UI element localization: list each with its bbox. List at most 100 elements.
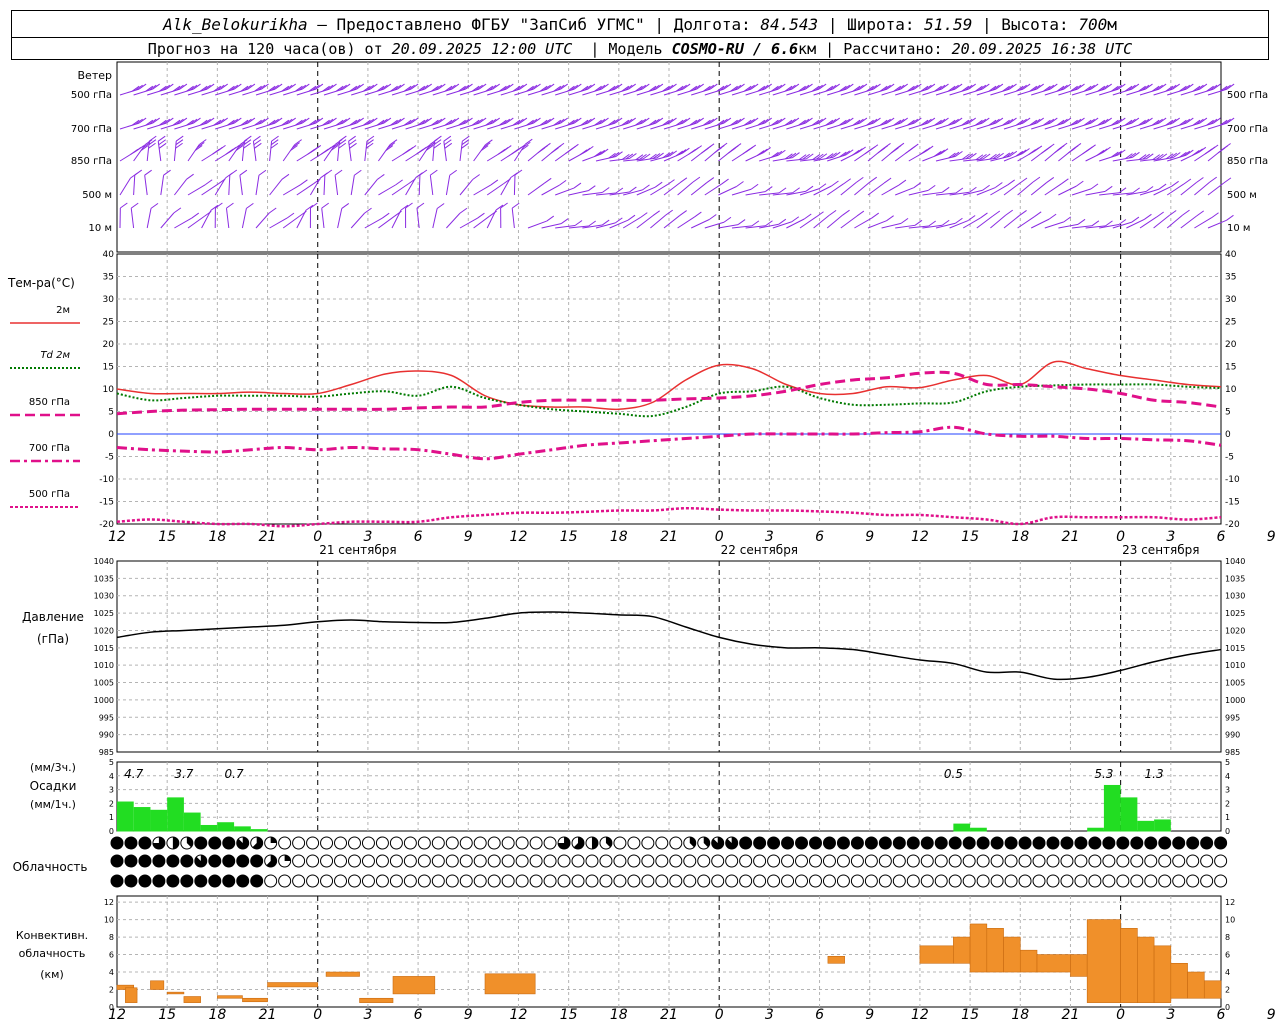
wind-barb-flag: [162, 84, 171, 91]
cloud-circle: [1130, 854, 1144, 868]
hour-tick-top: 9: [1267, 529, 1276, 545]
pressure-ytick-right: 1035: [1225, 574, 1245, 583]
wind-barb-flag: [365, 142, 374, 149]
wind-barb: [677, 216, 695, 229]
wind-barb-flag: [356, 83, 364, 90]
wind-barb-flag: [784, 85, 793, 92]
wind-barb-flag: [1117, 149, 1126, 156]
wind-barb-flag: [315, 83, 324, 90]
wind-barb-flag: [788, 118, 796, 125]
wind-barb-flag: [951, 118, 959, 125]
cloud-symbol: [1172, 836, 1186, 850]
cloud-circle: [306, 874, 320, 888]
wind-barb-flag: [254, 85, 262, 92]
cloud-symbol: [1046, 836, 1060, 850]
wind-barb-flag: [689, 119, 698, 126]
wind-barb-flag: [706, 177, 715, 183]
conv-ytick-right: 6: [1225, 951, 1230, 960]
cloud-circle: [878, 874, 892, 888]
wind-barb-flag: [172, 119, 181, 126]
wind-barb-flag: [220, 117, 228, 124]
cloud-circle: [1088, 854, 1102, 868]
wind-barb-flag: [1124, 119, 1133, 126]
wind-barb: [418, 174, 421, 196]
wind-barb-flag: [166, 83, 174, 90]
alt-label: Высота:: [1001, 15, 1069, 34]
hour-tick-top: 6: [1217, 529, 1226, 545]
wind-barb-flag: [284, 84, 293, 91]
wind-barb-flag: [131, 119, 140, 126]
cloud-symbol: [990, 874, 1004, 888]
wind-barb: [282, 215, 300, 229]
wind-barb-flag: [290, 145, 298, 151]
cloud-circle: [1116, 874, 1130, 888]
wind-barb-flag: [176, 118, 184, 125]
cloud-circle: [487, 854, 501, 868]
cloud-symbol: [613, 836, 627, 850]
wind-barb: [582, 191, 603, 196]
cloud-symbol: [236, 854, 250, 868]
wind-barb-flag: [982, 83, 990, 90]
wind-barbs: [119, 83, 1235, 229]
wind-barb-flag: [261, 83, 269, 90]
wind-barb-flag: [434, 135, 442, 142]
wind-barb-flag: [424, 117, 432, 124]
conv-segment: [953, 936, 971, 964]
cloud-circle: [292, 874, 306, 888]
wind-barb-flag: [913, 182, 922, 189]
cloud-symbol: [1004, 874, 1018, 888]
cloud-symbol: [1060, 854, 1074, 868]
wind-barb-flag: [1158, 183, 1167, 190]
wind-barb: [840, 215, 858, 229]
cloud-symbol: [222, 874, 236, 888]
wind-barb-flag: [1131, 216, 1140, 223]
wind-barb-flag: [1104, 117, 1112, 124]
wind-barb-flag: [383, 117, 392, 124]
temp-ytick-right: 35: [1225, 273, 1236, 283]
wind-barb: [949, 220, 969, 229]
cloud-symbol: [711, 854, 725, 868]
cloud-fill: [591, 837, 598, 849]
cloud-symbol: [627, 874, 641, 888]
wind-barb-flag: [737, 219, 746, 225]
wind-barb: [350, 212, 365, 229]
hour-tick-bottom: 6: [1217, 1007, 1226, 1023]
hour-tick-bottom: 0: [313, 1007, 322, 1023]
wind-barb-flag: [954, 83, 963, 90]
conv-ytick-left: 2: [109, 986, 114, 995]
wind-barb-flag: [1018, 149, 1027, 156]
wind-barb-flag: [179, 117, 188, 124]
conv-ytick-right: 12: [1225, 898, 1235, 907]
cloud-symbol: [571, 836, 585, 850]
wind-barb-flag: [1158, 83, 1167, 90]
wind-barb: [1099, 192, 1120, 196]
cloud-circle: [1186, 854, 1200, 868]
wind-barb-flag: [1041, 147, 1049, 154]
wind-barb-flag: [560, 83, 568, 90]
wind-barb-flag: [812, 154, 821, 160]
temp-ytick-right: 20: [1225, 340, 1237, 350]
wind-barb: [1044, 183, 1062, 196]
cloud-symbol: [1004, 836, 1018, 850]
wind-barb-flag: [175, 142, 183, 149]
wind-level-left: 10 м: [89, 223, 112, 234]
cloud-symbol: [781, 874, 795, 888]
precip-ytick-left: 5: [109, 758, 114, 767]
cloud-symbol: [697, 836, 711, 850]
wind-barb-flag: [1114, 150, 1123, 157]
cloud-symbol: [711, 836, 725, 850]
wind-barb-flag: [417, 85, 426, 92]
wind-barb-flag: [886, 83, 895, 90]
hour-tick-top: 18: [1011, 529, 1029, 545]
cloud-symbol: [431, 854, 445, 868]
cloud-symbol: [1018, 854, 1032, 868]
temp-ytick-right: 30: [1225, 295, 1237, 305]
wind-barb-flag: [798, 119, 806, 126]
wind-barb-flag: [305, 204, 314, 211]
wind-barb-flag: [710, 117, 718, 124]
wind-barb-flag: [852, 85, 861, 92]
wind-barb: [840, 182, 857, 196]
cloud-circle: [501, 874, 515, 888]
wind-barb-flag: [1063, 216, 1072, 223]
wind-barb-flag: [1005, 84, 1014, 91]
